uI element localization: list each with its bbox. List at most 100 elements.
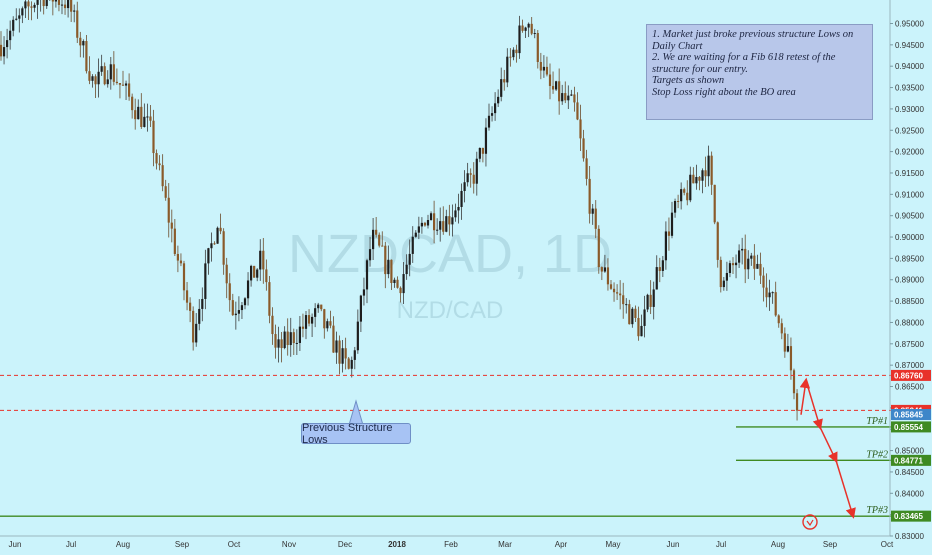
candle-body (741, 248, 744, 251)
analysis-note: 1. Market just broke previous structure … (646, 24, 873, 120)
candle-body (381, 245, 384, 247)
candle-body (118, 83, 122, 85)
candle (408, 239, 411, 277)
candle (649, 280, 652, 315)
candle (637, 306, 640, 341)
candle-body (24, 1, 27, 9)
candle (612, 282, 616, 302)
candle (274, 324, 277, 359)
candle (79, 31, 82, 58)
candle-body (161, 165, 164, 187)
candle (338, 335, 341, 375)
price-tick-label: 0.88500 (895, 297, 924, 306)
candle (622, 282, 625, 319)
projection-arrow (835, 460, 856, 519)
candle-body (185, 290, 189, 303)
candle (234, 301, 237, 330)
candle-body (9, 30, 12, 41)
candle-body (646, 294, 649, 310)
candle (539, 52, 542, 80)
candle (170, 209, 173, 243)
candle-body (478, 147, 481, 159)
candle-body (500, 79, 503, 97)
candle (167, 183, 170, 238)
candle-body (701, 170, 704, 181)
candle-body (79, 37, 82, 46)
candle-body (545, 66, 549, 75)
candle (747, 250, 750, 279)
time-tick-label: Aug (771, 540, 785, 549)
candle-body (195, 323, 198, 343)
candle (213, 241, 216, 245)
time-tick-label: Oct (228, 540, 241, 549)
candle (70, 0, 73, 22)
candle (326, 318, 329, 332)
candle-body (683, 189, 686, 193)
candle (384, 241, 387, 289)
candle (503, 69, 506, 91)
candle (555, 80, 558, 92)
candle (368, 236, 372, 267)
candle (317, 302, 320, 313)
candle-body (311, 316, 314, 324)
candle-body (661, 260, 664, 271)
candle (304, 311, 308, 340)
candle-body (210, 243, 213, 249)
candle-body (225, 264, 228, 284)
candle (744, 234, 747, 284)
candle (185, 281, 189, 311)
candle-body (512, 49, 515, 58)
candle (268, 276, 271, 324)
candle (12, 16, 15, 37)
candle (49, 0, 51, 1)
candle (600, 266, 603, 281)
candle-body (777, 315, 780, 324)
candle (448, 204, 451, 236)
candle-body (454, 210, 457, 218)
price-tick-label: 0.86500 (895, 383, 924, 392)
candle-body (576, 102, 579, 120)
candle (21, 6, 24, 24)
candle-body (70, 0, 73, 12)
candle-body (213, 243, 216, 245)
note-line-5: Stop Loss right about the BO area (652, 86, 796, 98)
candle-body (356, 321, 359, 351)
candle-body (51, 0, 54, 2)
candle (548, 63, 552, 100)
candle-body (707, 155, 710, 177)
candle (262, 237, 265, 284)
candle-body (91, 76, 94, 81)
candle (701, 168, 704, 194)
candle-body (527, 23, 530, 28)
candle-body (359, 295, 362, 322)
candle (280, 332, 283, 363)
price-tick-label: 0.91500 (895, 169, 924, 178)
candle (399, 286, 402, 303)
current-price-text: 0.85845 (894, 410, 923, 419)
candle (134, 98, 137, 130)
candle-body (609, 284, 613, 289)
candle (256, 268, 259, 282)
candle-body (335, 340, 338, 353)
candle (786, 333, 789, 353)
candle (436, 218, 439, 235)
candle-body (445, 216, 448, 232)
candle (88, 56, 91, 85)
candle-body (2, 47, 6, 57)
candle-body (567, 95, 570, 101)
candle (45, 0, 48, 9)
candle (365, 258, 369, 304)
candle-body (399, 287, 402, 294)
candle-body (710, 155, 713, 185)
candle (429, 211, 433, 221)
candle-body (57, 0, 61, 5)
time-axis[interactable]: Jun Jul Aug Sep Oct Nov Dec 2018 Feb Mar Apr May Jun… (0, 535, 894, 549)
price-tick-label: 0.87500 (895, 340, 924, 349)
candle (664, 221, 667, 270)
candle (692, 167, 695, 184)
candle-body (378, 234, 381, 246)
candle (616, 284, 619, 301)
projection-arrow (799, 377, 811, 415)
candle-body (173, 228, 176, 254)
